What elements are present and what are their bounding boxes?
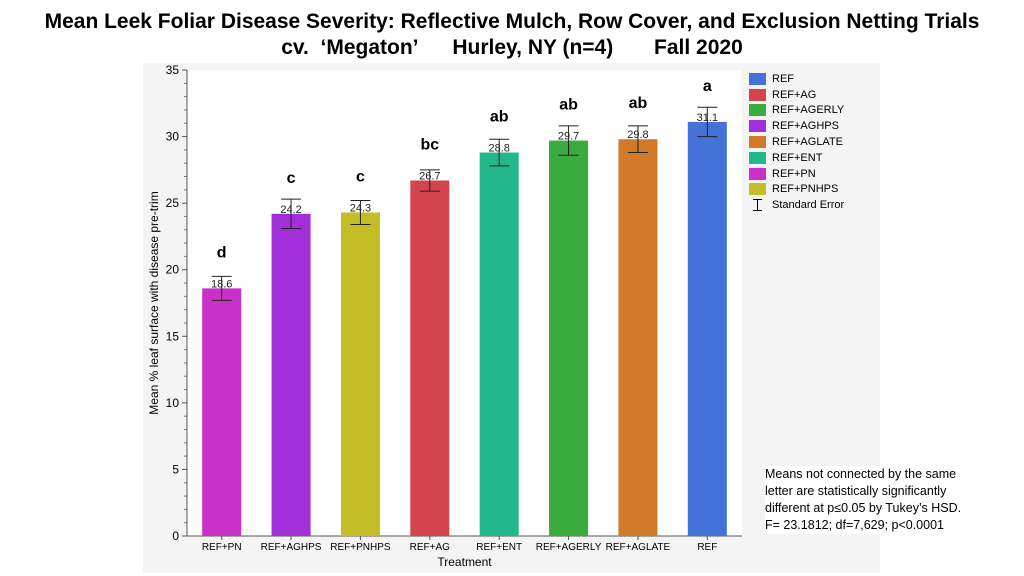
legend-item: REF+AGHPS [749,118,844,134]
data-label: 29.8 [627,129,648,141]
note-line: letter are statistically significantly [765,484,947,498]
y-tick-label: 20 [166,263,180,277]
note-line: F= 23.1812; df=7,629; p<0.0001 [765,518,944,532]
legend: REF REF+AG REF+AGERLY REF+AGHPS REF+AGLATE RE… [749,71,844,213]
legend-label: REF+AG [772,88,817,101]
significance-letter: ab [629,95,648,112]
legend-swatch [749,88,766,101]
chart-title-line-2: cv. ‘Megaton’ Hurley, NY (n=4) Fall 2020 [281,36,743,59]
x-tick-label: REF [697,542,717,553]
y-tick-label: 0 [172,529,179,543]
bar [340,212,380,536]
legend-swatch [749,120,766,133]
y-axis-title: Mean % leaf surface with disease pre-tri… [147,191,161,414]
legend-item: REF+AGERLY [749,103,844,119]
bar [410,180,450,536]
x-tick-label: REF+AGLATE [606,542,671,553]
bar [202,288,242,536]
legend-label: REF+ENT [772,151,823,164]
legend-item: REF+PNHPS [749,182,844,198]
legend-item: REF+AGLATE [749,134,844,150]
x-axis-title: Treatment [437,555,492,569]
legend-item: REF [749,71,844,87]
significance-letter: c [356,168,365,185]
legend-item: REF+ENT [749,150,844,166]
legend-label: REF+AGERLY [772,104,845,117]
significance-letter: ab [490,109,509,126]
y-tick-label: 10 [166,396,180,410]
error-bar-icon [749,199,766,212]
legend-item-standard-error: Standard Error [749,197,844,213]
significance-letter: d [217,244,227,261]
data-label: 26.7 [419,171,440,183]
note-line: Means not connected by the same [765,467,957,481]
y-tick-label: 5 [172,462,179,476]
note-line: different at p≤0.05 by Tukey’s HSD. [765,501,962,515]
data-label: 24.2 [280,204,301,216]
y-tick-label: 15 [166,329,180,343]
legend-label: REF+AGLATE [772,136,844,149]
y-tick-label: 25 [166,196,180,210]
data-label: 18.6 [211,278,232,290]
legend-swatch [749,136,766,149]
significance-letter: a [703,78,712,95]
legend-swatch [749,72,766,85]
bar [479,152,519,536]
bar [271,213,311,536]
legend-swatch [749,104,766,117]
data-label: 29.7 [558,131,579,143]
legend-label: REF+AGHPS [772,120,839,133]
legend-swatch [749,167,766,180]
data-label: 28.8 [488,143,509,155]
legend-item: REF+AG [749,87,844,103]
x-tick-label: REF+ENT [476,542,522,553]
significance-letter: c [287,170,296,187]
chart-title-line-1: Mean Leek Foliar Disease Severity: Refle… [44,10,980,33]
x-tick-label: REF+PN [202,542,242,553]
x-tick-label: REF+PNHPS [330,542,391,553]
significance-letter: ab [559,97,578,114]
data-label: 31.1 [697,112,718,124]
legend-label: REF+PNHPS [772,183,839,196]
legend-swatch [749,183,766,196]
legend-label: REF [772,72,794,85]
legend-label: Standard Error [772,199,845,212]
statistics-note: Means not connected by the same letter a… [765,466,997,534]
bar [687,121,727,536]
y-tick-label: 35 [166,63,180,77]
bar [618,139,658,536]
x-tick-label: REF+AG [410,542,451,553]
legend-label: REF+PN [772,167,816,180]
data-label: 24.3 [350,202,371,214]
x-tick-label: REF+AGERLY [536,542,602,553]
x-tick-label: REF+AGHPS [261,542,322,553]
legend-item: REF+PN [749,166,844,182]
plot-area [187,70,742,536]
bar [549,140,589,536]
significance-letter: bc [420,137,439,154]
legend-swatch [749,151,766,164]
y-tick-label: 30 [166,130,180,144]
